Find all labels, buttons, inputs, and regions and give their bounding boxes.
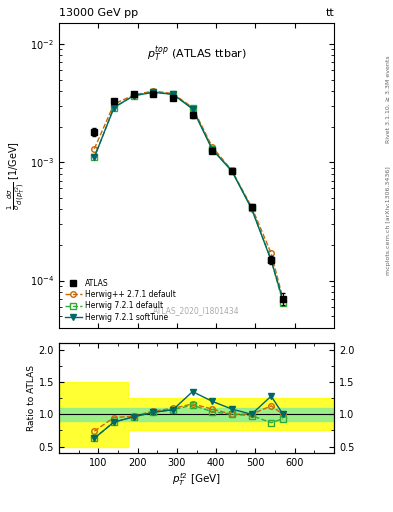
- Text: tt: tt: [325, 8, 334, 18]
- Text: Rivet 3.1.10, ≥ 3.3M events: Rivet 3.1.10, ≥ 3.3M events: [386, 55, 391, 143]
- Text: ATLAS_2020_I1801434: ATLAS_2020_I1801434: [153, 307, 240, 315]
- Y-axis label: $\frac{1}{\sigma}\frac{d\sigma}{d\,(p_T^{t2})}$ [1/GeV]: $\frac{1}{\sigma}\frac{d\sigma}{d\,(p_T^…: [6, 141, 27, 210]
- Text: 13000 GeV pp: 13000 GeV pp: [59, 8, 138, 18]
- Legend: ATLAS, Herwig++ 2.7.1 default, Herwig 7.2.1 default, Herwig 7.2.1 softTune: ATLAS, Herwig++ 2.7.1 default, Herwig 7.…: [63, 276, 178, 324]
- Text: mcplots.cern.ch [arXiv:1306.3436]: mcplots.cern.ch [arXiv:1306.3436]: [386, 167, 391, 275]
- X-axis label: $p_T^{t2}$ [GeV]: $p_T^{t2}$ [GeV]: [172, 471, 221, 487]
- Text: $p_T^{top}$ (ATLAS ttbar): $p_T^{top}$ (ATLAS ttbar): [147, 45, 246, 64]
- Y-axis label: Ratio to ATLAS: Ratio to ATLAS: [27, 365, 36, 431]
